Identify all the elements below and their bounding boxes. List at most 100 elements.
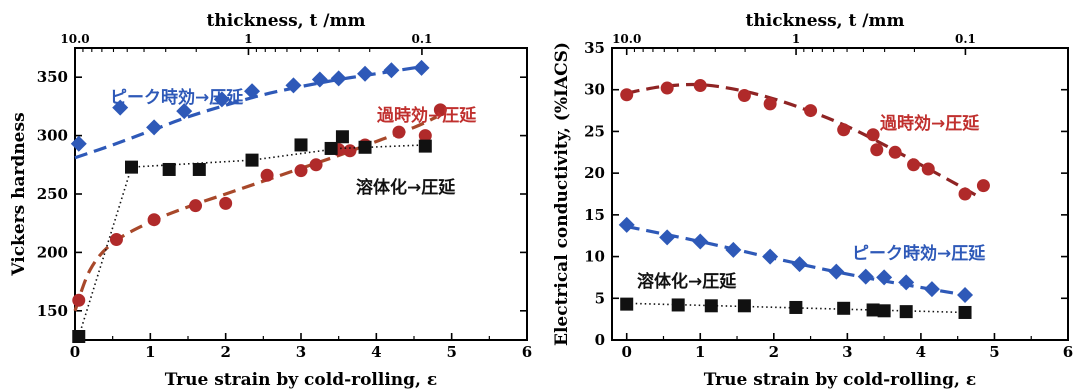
x-tick-label: 5 <box>989 343 999 361</box>
x-axis-title: True strain by cold-rolling, ε <box>704 370 976 390</box>
data-point <box>898 274 915 291</box>
data-point <box>392 125 406 139</box>
data-point <box>958 305 972 319</box>
series-1 <box>70 59 430 160</box>
y-axis-title: Vickers hardness <box>9 112 29 276</box>
data-point <box>618 216 635 233</box>
data-point <box>413 59 430 76</box>
series-annotation: 過時効→圧延 <box>377 105 477 126</box>
y-tick-label: 300 <box>37 127 68 145</box>
data-point <box>804 104 818 118</box>
y-axis-title: Electrical conductivity, (%IACS) <box>552 42 572 346</box>
x-tick-label: 1 <box>145 343 155 361</box>
data-point <box>866 303 880 317</box>
data-point <box>837 123 851 137</box>
data-point <box>659 229 676 246</box>
x-tick-label: 2 <box>220 343 230 361</box>
data-point <box>725 241 742 258</box>
data-point <box>112 99 129 116</box>
series-2 <box>72 103 447 312</box>
y-tick-label: 10 <box>584 248 605 266</box>
y-tick-label: 30 <box>584 81 605 99</box>
data-point <box>737 299 751 313</box>
series-annotation: ピーク時効→圧延 <box>852 243 986 264</box>
y-tick-label: 35 <box>584 39 605 57</box>
fit-line <box>626 82 981 199</box>
fit-line <box>73 115 438 312</box>
x2-tick-label: 10.0 <box>612 32 641 46</box>
data-point <box>958 187 972 201</box>
plot-frame <box>611 47 1069 341</box>
data-point <box>976 179 990 193</box>
x-tick-label: 6 <box>1063 343 1073 361</box>
y-tick-label: 15 <box>584 206 605 224</box>
data-point <box>162 162 176 176</box>
data-point <box>245 153 259 167</box>
data-point <box>244 83 261 100</box>
data-point <box>620 297 634 311</box>
x-tick-label: 4 <box>916 343 926 361</box>
series-annotation: ピーク時効→圧延 <box>110 87 244 108</box>
y-tick-label: 5 <box>595 289 605 307</box>
data-point <box>72 329 86 343</box>
x-tick-label: 1 <box>695 343 705 361</box>
data-point <box>888 145 902 159</box>
data-point <box>189 199 203 213</box>
data-point <box>192 162 206 176</box>
series-annotation: 溶体化→圧延 <box>637 271 737 292</box>
data-point <box>660 81 674 95</box>
data-point <box>343 144 357 158</box>
data-point <box>693 79 707 93</box>
data-point <box>70 135 87 152</box>
x-tick-label: 6 <box>522 343 532 361</box>
data-point <box>324 141 338 155</box>
data-point <box>671 298 685 312</box>
x-tick-label: 3 <box>842 343 852 361</box>
data-point <box>828 263 845 280</box>
series-2 <box>618 216 974 303</box>
data-point <box>857 268 874 285</box>
x-tick-label: 2 <box>769 343 779 361</box>
data-point <box>330 70 347 87</box>
data-point <box>294 164 308 178</box>
data-point <box>125 160 138 174</box>
x2-tick-label: 0.1 <box>411 32 432 46</box>
data-point <box>176 103 193 120</box>
y-tick-label: 150 <box>37 302 68 320</box>
data-point <box>358 140 372 154</box>
x2-axis-title: thickness, t /mm <box>207 11 366 31</box>
data-point <box>219 196 233 210</box>
fit-line <box>78 144 426 337</box>
x-tick-label: 4 <box>371 343 381 361</box>
y-tick-label: 350 <box>37 68 68 86</box>
data-point <box>433 103 447 117</box>
data-point <box>957 286 974 303</box>
x-tick-label: 5 <box>446 343 456 361</box>
data-point <box>837 301 851 315</box>
data-point <box>309 158 323 172</box>
data-point <box>921 162 935 176</box>
data-point <box>923 281 940 298</box>
series-3 <box>620 297 972 319</box>
x2-axis-title: thickness, t /mm <box>746 11 905 31</box>
data-point <box>260 168 274 182</box>
data-point <box>311 71 328 88</box>
series-3 <box>72 130 432 343</box>
y-tick-label: 20 <box>584 164 605 182</box>
data-point <box>146 119 163 136</box>
data-point <box>357 65 374 82</box>
x-tick-label: 0 <box>70 343 80 361</box>
x2-tick-label: 1 <box>244 32 252 46</box>
data-point <box>109 233 123 247</box>
data-point <box>418 139 432 153</box>
x2-tick-label: 0.1 <box>955 32 976 46</box>
data-point <box>335 130 349 144</box>
x2-tick-label: 10.0 <box>60 32 89 46</box>
series-1 <box>620 79 990 201</box>
data-point <box>294 138 308 152</box>
data-point <box>620 88 634 102</box>
data-point <box>907 158 921 172</box>
data-point <box>789 300 803 314</box>
y-tick-label: 25 <box>584 122 605 140</box>
